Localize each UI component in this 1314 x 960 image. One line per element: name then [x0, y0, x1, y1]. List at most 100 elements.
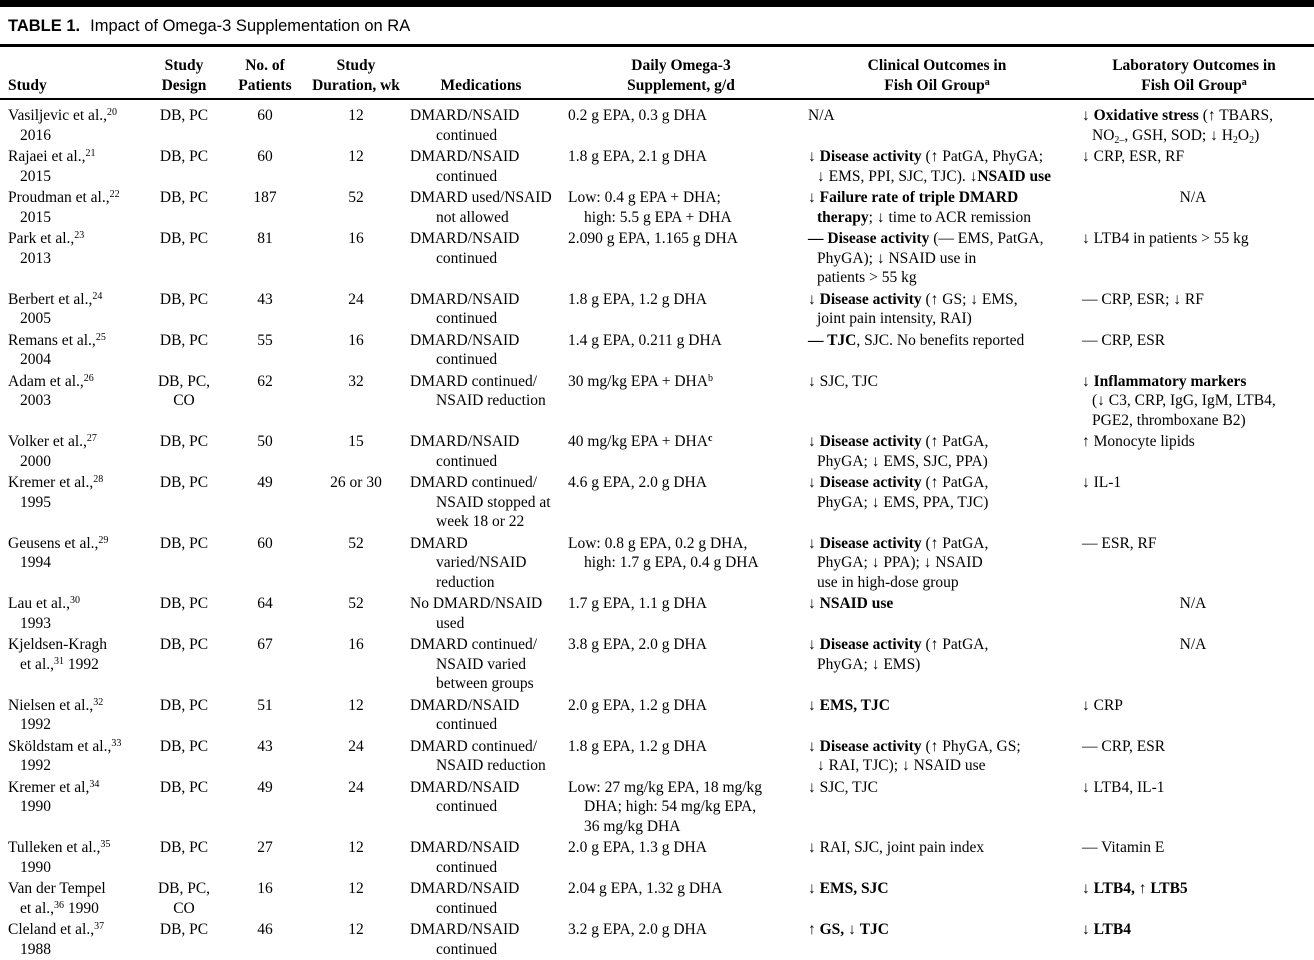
cell-patients: 67: [257, 636, 273, 653]
cell-patients: 51: [257, 696, 273, 714]
cell-patients: 46: [257, 921, 273, 938]
cell-laboratory: ↓ LTB4, ↑ LTB5: [1082, 880, 1188, 897]
cell-laboratory: N/A: [1179, 189, 1207, 206]
cell-clinical: ↓ RAI, SJC, joint pain index: [808, 839, 985, 856]
table-row: Van der Tempel et al.,36 1990 DB, PC, CO 1…: [0, 878, 1314, 919]
studies-table: Study Study Design No. of Patients Study…: [0, 47, 1314, 960]
cell-duration: 12: [348, 921, 364, 938]
column-header-patients: No. of Patients: [218, 47, 312, 100]
cell-omega3: 2.0 g EPA, 1.2 g DHA: [568, 696, 707, 714]
cell-duration: 12: [348, 880, 364, 897]
cell-medications: DMARD/NSAID continued: [410, 921, 520, 958]
cell-design: DB, PC: [159, 778, 209, 796]
cell-patients: 49: [257, 778, 273, 796]
cell-design: DB, PC: [159, 474, 209, 491]
table-title-text: Impact of Omega-3 Supplementation on RA: [90, 17, 411, 35]
cell-duration: 12: [348, 148, 364, 165]
cell-study: Sköldstam et al.,33 1992: [8, 737, 122, 775]
cell-omega3: 0.2 g EPA, 0.3 g DHA: [568, 107, 707, 124]
cell-duration: 24: [348, 737, 364, 755]
cell-study: Adam et al.,26 2003: [8, 372, 94, 410]
cell-duration: 26 or 30: [330, 474, 382, 491]
table-row: Kremer et al.,28 1995 DB, PC 49 26 or 30 DMA…: [0, 472, 1314, 533]
cell-medications: DMARD/NSAID continued: [410, 148, 520, 185]
cell-omega3: 3.2 g EPA, 2.0 g DHA: [568, 921, 707, 938]
cell-omega3: 1.7 g EPA, 1.1 g DHA: [568, 595, 707, 612]
cell-omega3: 1.8 g EPA, 1.2 g DHA: [568, 290, 707, 308]
cell-clinical: N/A: [808, 107, 835, 124]
cell-clinical: ↓ Disease activity (↑ GS; ↓ EMS, joint p…: [808, 290, 1018, 328]
cell-design: DB, PC: [159, 331, 209, 349]
cell-clinical: ↓ Disease activity (↑ PatGA, PhyGA; ↓ EM…: [808, 474, 989, 511]
cell-medications: DMARD varied/NSAID reduction: [410, 534, 527, 591]
cell-clinical: ↓ EMS, TJC: [808, 696, 890, 714]
cell-study: Rajaei et al.,21 2015: [8, 148, 96, 185]
cell-duration: 32: [348, 372, 364, 390]
table-row: Vasiljevic et al.,20 2016 DB, PC 60 12 DMARD…: [0, 99, 1314, 146]
cell-medications: DMARD/NSAID continued: [410, 433, 520, 470]
cell-clinical: ↑ GS, ↓ TJC: [808, 921, 889, 938]
cell-study: Nielsen et al.,32 1992: [8, 696, 104, 734]
cell-patients: 187: [253, 189, 277, 206]
cell-design: DB, PC, CO: [157, 372, 214, 410]
cell-omega3: 2.04 g EPA, 1.32 g DHA: [568, 880, 723, 897]
cell-laboratory: ↓ CRP, ESR, RF: [1082, 148, 1185, 165]
table-row: Volker et al.,27 2000 DB, PC 50 15 DMARD/NSA…: [0, 431, 1314, 472]
cell-laboratory: ↓ IL-1: [1082, 474, 1122, 491]
cell-laboratory: N/A: [1179, 636, 1207, 653]
table-row: Remans et al.,25 2004 DB, PC 55 16 DMARD/NSA…: [0, 330, 1314, 371]
cell-duration: 52: [348, 534, 364, 552]
table-title: TABLE 1. Impact of Omega-3 Supplementatio…: [0, 7, 1314, 44]
cell-omega3: 4.6 g EPA, 2.0 g DHA: [568, 474, 707, 491]
table-row: Park et al.,23 2013 DB, PC 81 16 DMARD/NSAID…: [0, 228, 1314, 289]
cell-design: DB, PC: [159, 534, 209, 552]
cell-clinical: ↓ NSAID use: [808, 595, 894, 612]
cell-omega3: Low: 0.4 g EPA + DHA; high: 5.5 g EPA + …: [568, 189, 732, 226]
cell-laboratory: ↓ LTB4, IL-1: [1082, 778, 1165, 796]
table-header: Study Study Design No. of Patients Study…: [0, 47, 1314, 100]
table-row: Kjeldsen-Kragh et al.,31 1992 DB, PC 67 16 D…: [0, 634, 1314, 695]
cell-clinical: — Disease activity (— EMS, PatGA, PhyGA)…: [808, 230, 1044, 286]
table-title-label: TABLE 1.: [8, 17, 81, 35]
cell-laboratory: — CRP, ESR: [1082, 737, 1166, 755]
cell-study: Remans et al.,25 2004: [8, 331, 106, 369]
cell-clinical: — TJC, SJC. No benefits reported: [808, 331, 1025, 349]
column-header-clinical: Clinical Outcomes in Fish Oil Groupa: [800, 47, 1074, 100]
cell-omega3: 1.4 g EPA, 0.211 g DHA: [568, 331, 722, 349]
cell-laboratory: ↓ LTB4 in patients > 55 kg: [1082, 230, 1249, 247]
cell-study: Kjeldsen-Kragh et al.,31 1992: [8, 636, 107, 673]
cell-laboratory: ↓ CRP: [1082, 696, 1123, 714]
column-header-design: Study Design: [150, 47, 218, 100]
table-row: Berbert et al.,24 2005 DB, PC 43 24 DMARD/NS…: [0, 289, 1314, 330]
cell-clinical: ↓ Failure rate of triple DMARD therapy; …: [808, 189, 1031, 226]
column-header-omega3: Daily Omega-3 Supplement, g/d: [562, 47, 800, 100]
cell-design: DB, PC: [159, 433, 209, 450]
cell-medications: DMARD continued/ NSAID reduction: [410, 372, 546, 410]
cell-duration: 12: [348, 839, 364, 856]
cell-design: DB, PC: [159, 595, 209, 612]
cell-study: Cleland et al.,37 1988: [8, 921, 105, 958]
cell-design: DB, PC: [159, 230, 209, 247]
cell-design: DB, PC: [159, 290, 209, 308]
cell-omega3: 1.8 g EPA, 1.2 g DHA: [568, 737, 707, 755]
table-row: Tulleken et al.,35 1990 DB, PC 27 12 DMARD/N…: [0, 837, 1314, 878]
cell-patients: 64: [257, 595, 273, 612]
cell-patients: 43: [257, 290, 273, 308]
cell-laboratory: — ESR, RF: [1082, 534, 1157, 552]
cell-clinical: ↓ Disease activity (↑ PhyGA, GS; ↓ RAI, …: [808, 737, 1021, 775]
column-header-study: Study: [0, 47, 150, 100]
table-row: Lau et al.,30 1993 DB, PC 64 52 No DMARD/NSA…: [0, 593, 1314, 634]
cell-study: Berbert et al.,24 2005: [8, 290, 103, 328]
cell-medications: DMARD/NSAID continued: [410, 778, 520, 816]
table-row: Geusens et al.,29 1994 DB, PC 60 52 DMARD va…: [0, 533, 1314, 594]
cell-patients: 49: [257, 474, 273, 491]
cell-design: DB, PC: [159, 839, 209, 856]
cell-design: DB, PC: [159, 696, 209, 714]
cell-clinical: ↓ Disease activity (↑ PatGA, PhyGA; ↓ EM…: [808, 148, 1051, 185]
cell-patients: 81: [257, 230, 273, 247]
cell-medications: DMARD/NSAID continued: [410, 290, 520, 328]
cell-study: Kremer et al.,28 1995: [8, 474, 104, 511]
cell-patients: 60: [257, 534, 273, 552]
table-row: Kremer et al,34 1990 DB, PC 49 24 DMARD/NSAI…: [0, 777, 1314, 838]
